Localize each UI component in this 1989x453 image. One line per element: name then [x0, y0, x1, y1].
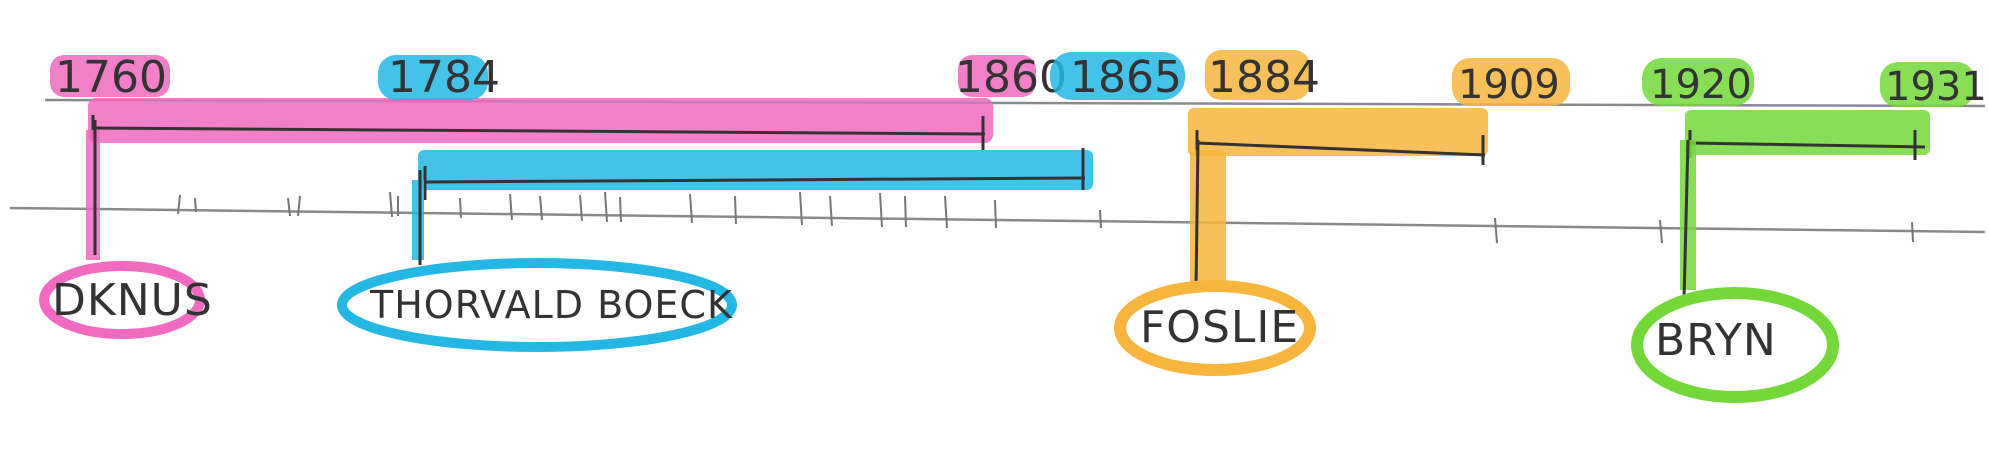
- dknus-span-line: [91, 126, 986, 136]
- bryn-name: BRYN: [1655, 315, 1777, 366]
- entry-dknus: 1760 DKNUS: [39, 52, 993, 339]
- bryn-span-highlight: [1685, 110, 1930, 155]
- thorvald-end-year-highlight: [1050, 52, 1185, 100]
- thorvald-end-year: 1865: [1070, 52, 1182, 103]
- foslie-start-year: 1884: [1208, 52, 1320, 103]
- foslie-span-line: [1196, 141, 1486, 157]
- axis-ticks: [177, 191, 1914, 244]
- entry-foslie: 1884 FOSLIE 1909: [1114, 50, 1570, 376]
- foslie-end-year: 1909: [1458, 62, 1560, 108]
- thorvald-span-highlight: [418, 150, 1093, 190]
- dknus-name: DKNUS: [52, 275, 213, 326]
- dknus-span-highlight: [88, 98, 993, 143]
- bryn-stem: [1682, 139, 1690, 301]
- bryn-name-bubble: [1631, 287, 1839, 403]
- foslie-span-highlight: [1188, 108, 1488, 156]
- thorvald-stem-highlight: [412, 180, 424, 260]
- foslie-end-year-highlight: [1452, 58, 1570, 106]
- dknus-start-year: 1760: [55, 52, 167, 103]
- dknus-end-year-highlight: [958, 55, 1036, 97]
- thorvald-name-bubble: [337, 258, 737, 352]
- thorvald-span-line: [424, 176, 1086, 184]
- dknus-end-year: 1860: [955, 52, 1067, 103]
- entry-thorvald-boeck: 1784 THORVALD BOECK: [337, 52, 1093, 352]
- timeline-axis: [9, 206, 1986, 234]
- foslie-name: FOSLIE: [1140, 302, 1299, 353]
- foslie-year-highlight: [1205, 50, 1310, 100]
- entry-bryn: 1920 BRYN 1931: [1631, 58, 1987, 403]
- thorvald-year-highlight: [378, 55, 488, 100]
- dknus-year-highlight: [50, 55, 170, 97]
- bryn-span-line: [1689, 141, 1926, 149]
- foslie-stem: [1194, 139, 1200, 291]
- bryn-start-year: 1920: [1650, 62, 1752, 108]
- foslie-name-bubble: [1114, 280, 1316, 376]
- dknus-stem-highlight: [86, 130, 100, 260]
- foslie-stem-highlight: [1190, 150, 1226, 290]
- bryn-end-year-highlight: [1880, 62, 1975, 107]
- bryn-end-year: 1931: [1885, 64, 1987, 110]
- thorvald-name: THORVALD BOECK: [369, 283, 733, 327]
- thorvald-start-year: 1784: [388, 52, 500, 103]
- dknus-name-bubble: [39, 261, 205, 339]
- bryn-year-highlight: [1642, 58, 1754, 106]
